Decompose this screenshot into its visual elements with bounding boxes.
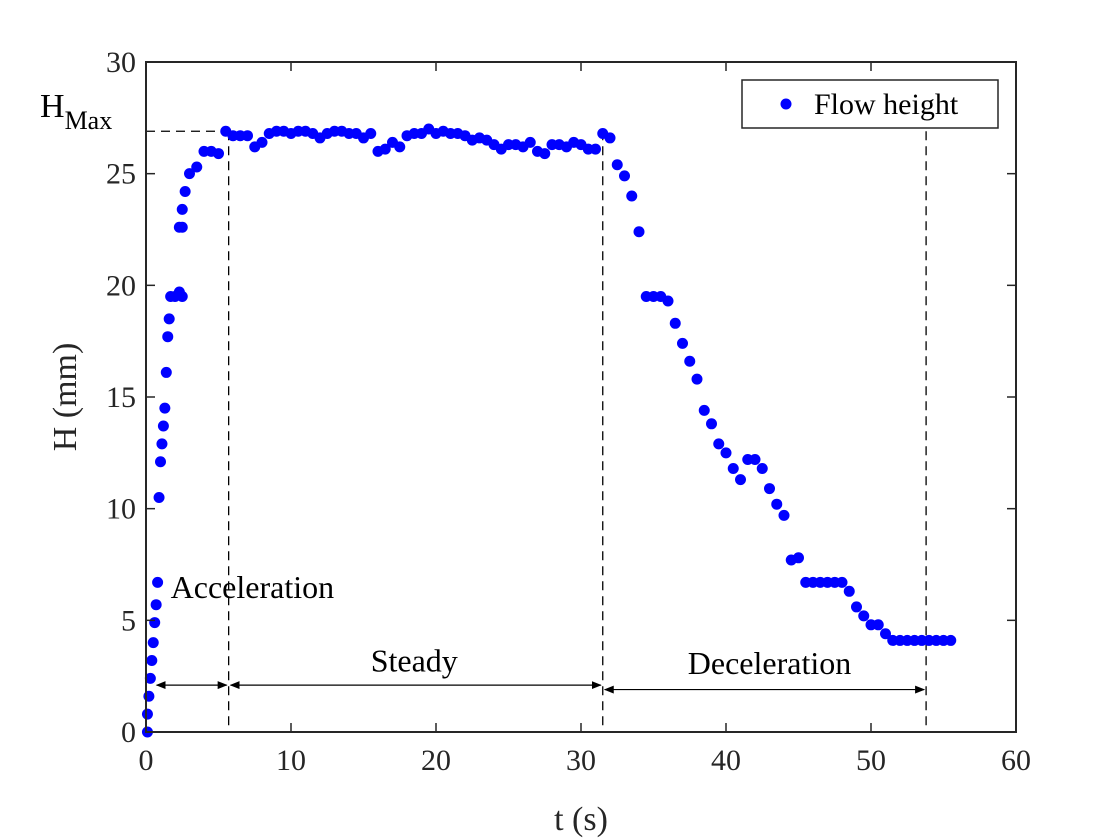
hmax-label-sub: Max	[65, 106, 113, 135]
flow-height-point	[851, 601, 862, 613]
hmax-label: HMax	[40, 88, 112, 135]
y-tick-label: 15	[106, 381, 136, 414]
flow-height-point	[945, 634, 957, 646]
flow-height-point	[756, 462, 768, 474]
flow-height-point	[176, 221, 188, 233]
y-tick-label: 10	[106, 493, 136, 526]
flow-height-point	[147, 637, 159, 649]
flow-height-point	[880, 628, 891, 640]
x-tick-label: 0	[139, 744, 154, 777]
flow-height-point	[144, 672, 156, 684]
flow-height-point	[778, 509, 790, 521]
flow-height-point	[153, 492, 165, 503]
flow-height-point	[157, 420, 169, 432]
axis-ticks: 0 10 20 30 40 50 60 0 5 10 15 20 25 30	[106, 46, 1031, 777]
flow-height-point	[524, 136, 536, 148]
flow-height-point	[662, 295, 674, 307]
flow-height-point	[394, 141, 406, 153]
x-tick-label: 50	[856, 744, 886, 777]
flow-height-point	[684, 355, 696, 367]
x-tick-label: 30	[566, 744, 596, 777]
flow-height-point	[379, 143, 391, 155]
flow-height-point	[611, 159, 623, 171]
flow-height-point	[749, 454, 761, 466]
phase-label-acceleration: Acceleration	[171, 569, 334, 605]
flow-height-point	[539, 148, 551, 160]
flow-height-point	[149, 617, 161, 629]
reference-lines	[146, 130, 927, 732]
flow-height-point	[152, 576, 164, 588]
phase-label-deceleration: Deceleration	[688, 645, 851, 681]
x-tick-label: 20	[421, 744, 451, 777]
flow-height-point	[626, 190, 638, 202]
flow-height-point	[720, 447, 732, 459]
flow-height-point	[677, 337, 688, 349]
flow-height-point	[706, 418, 717, 430]
flow-height-point	[836, 576, 848, 588]
y-tick-label: 20	[106, 269, 136, 302]
y-axis-label: H (mm)	[47, 343, 84, 452]
flow-height-point	[713, 438, 725, 450]
phase-annotations: Acceleration Steady Deceleration	[155, 569, 926, 694]
y-tick-label: 30	[106, 46, 136, 79]
flow-height-point	[691, 373, 703, 385]
flow-height-point	[176, 203, 188, 215]
flow-height-point	[604, 132, 616, 144]
y-tick-label: 25	[106, 158, 136, 191]
flow-height-point	[633, 226, 645, 238]
flow-height-point	[141, 708, 153, 720]
x-tick-label: 40	[711, 744, 741, 777]
flow-height-point	[184, 168, 195, 180]
flow-height-point	[159, 402, 171, 414]
flow-height-point	[160, 366, 172, 378]
flow-height-point	[735, 474, 746, 486]
phase-label-steady: Steady	[371, 643, 458, 679]
x-tick-label: 10	[276, 744, 306, 777]
legend-label: Flow height	[814, 88, 959, 121]
x-axis-label: t (s)	[554, 801, 608, 838]
hmax-label-main: H	[40, 88, 65, 125]
flow-height-point	[191, 161, 203, 173]
flow-height-point	[162, 331, 174, 343]
flow-height-point	[150, 599, 162, 611]
flow-height-point	[179, 186, 191, 198]
flow-height-point	[764, 483, 775, 495]
flow-height-point	[590, 143, 601, 155]
flow-height-point	[155, 456, 166, 468]
x-tick-label: 60	[1001, 744, 1031, 777]
flow-height-point	[365, 127, 377, 139]
flow-height-point	[843, 585, 855, 597]
flow-height-point	[698, 404, 710, 416]
flow-height-point	[242, 130, 253, 142]
flow-height-point	[163, 313, 175, 325]
legend-marker	[780, 98, 792, 110]
flow-height-point	[156, 438, 168, 450]
flow-height-point	[619, 170, 630, 182]
legend: Flow height	[741, 79, 999, 129]
y-tick-label: 0	[121, 716, 136, 749]
y-tick-label: 5	[121, 604, 136, 637]
flow-height-point	[146, 655, 158, 667]
flow-height-point	[771, 498, 783, 510]
flow-height-point	[872, 619, 884, 631]
flow-height-point	[213, 148, 224, 160]
flow-height-point	[176, 291, 188, 302]
data-points	[141, 123, 957, 738]
flow-height-point	[793, 552, 804, 564]
flow-height-point	[256, 136, 268, 148]
flow-height-point	[727, 462, 739, 474]
flow-height-point	[858, 610, 870, 622]
flow-height-point	[669, 317, 681, 329]
